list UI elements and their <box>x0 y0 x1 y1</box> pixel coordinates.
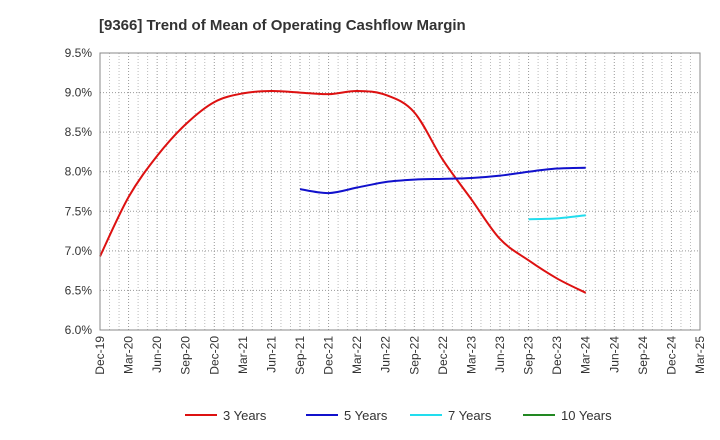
x-tick-label: Dec-20 <box>207 336 221 375</box>
x-tick-label: Jun-20 <box>150 336 164 373</box>
x-tick-label: Mar-21 <box>236 336 250 374</box>
plot-frame <box>99 52 701 331</box>
x-tick-label: Sep-22 <box>407 336 421 375</box>
x-tick-label: Mar-20 <box>122 336 136 374</box>
legend-label: 10 Years <box>561 408 612 423</box>
x-tick-label: Dec-24 <box>664 336 678 375</box>
y-tick-label: 7.5% <box>65 204 93 218</box>
x-tick-label: Sep-23 <box>522 336 536 375</box>
x-tick-label: Mar-22 <box>350 336 364 374</box>
x-tick-label: Dec-23 <box>550 336 564 375</box>
series-line-3-years <box>99 89 587 294</box>
y-tick-label: 7.0% <box>65 244 93 258</box>
x-tick-label: Jun-23 <box>493 336 507 373</box>
x-tick-label: Sep-21 <box>293 336 307 375</box>
x-tick-label: Mar-24 <box>579 336 593 374</box>
plot-background <box>100 53 700 330</box>
series-line-5-years <box>299 166 586 195</box>
y-tick-label: 9.0% <box>65 86 93 100</box>
legend: 3 Years 5 Years 7 Years 10 Years <box>185 408 612 423</box>
x-tick-label: Sep-24 <box>636 336 650 375</box>
chart-title: [9366] Trend of Mean of Operating Cashfl… <box>99 17 466 34</box>
x-tick-label: Dec-19 <box>93 336 107 375</box>
y-tick-label: 8.0% <box>65 165 93 179</box>
legend-label: 5 Years <box>344 408 388 423</box>
series-lines <box>99 89 587 294</box>
y-tick-label: 9.5% <box>65 46 93 60</box>
x-axis: Dec-19 Mar-20 Jun-20 Sep-20 Dec-20 Mar-21 Jun-… <box>93 336 707 375</box>
y-tick-label: 8.5% <box>65 125 93 139</box>
legend-label: 3 Years <box>223 408 267 423</box>
x-tick-label: Mar-25 <box>693 336 707 374</box>
series-line-7-years <box>528 214 586 221</box>
grid <box>100 53 700 330</box>
y-tick-label: 6.5% <box>65 283 93 297</box>
x-tick-label: Jun-24 <box>607 336 621 373</box>
x-tick-label: Dec-22 <box>436 336 450 375</box>
x-tick-label: Jun-21 <box>264 336 278 373</box>
legend-label: 7 Years <box>448 408 492 423</box>
y-tick-label: 6.0% <box>65 323 93 337</box>
x-tick-label: Mar-23 <box>464 336 478 374</box>
x-tick-label: Jun-22 <box>379 336 393 373</box>
x-tick-label: Dec-21 <box>322 336 336 375</box>
y-axis: 6.0% 6.5% 7.0% 7.5% 8.0% 8.5% 9.0% 9.5% <box>65 46 93 337</box>
x-tick-label: Sep-20 <box>179 336 193 375</box>
